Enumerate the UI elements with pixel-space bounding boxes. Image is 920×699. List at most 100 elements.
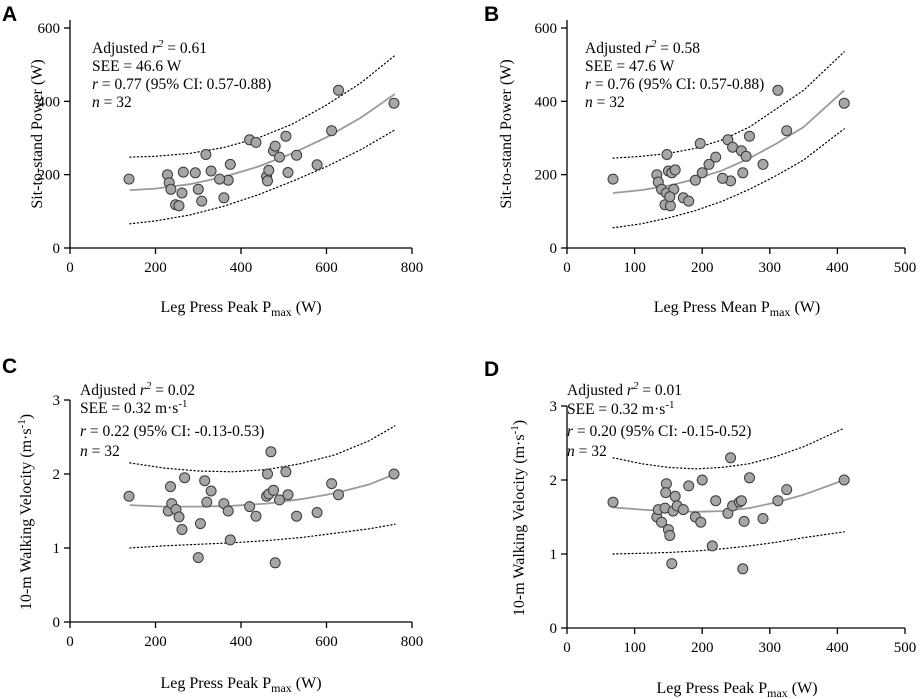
data-point (607, 496, 619, 508)
data-point (250, 510, 262, 522)
ticks: 0 200 400 600 800 0 1 2 3 (53, 393, 424, 650)
data-point (262, 175, 273, 187)
data-point (744, 472, 755, 484)
data-point (696, 167, 708, 179)
fit-line (612, 479, 845, 513)
y-tick-label: 200 (38, 168, 61, 184)
y-tick-label: 3 (550, 399, 558, 415)
ci-lower-line (612, 531, 845, 555)
x-tick-label: 600 (315, 260, 338, 276)
data-point (282, 489, 294, 501)
y-axis-title: Sit-to-stand Power (W) (29, 59, 46, 208)
y-tick-label: 2 (550, 473, 558, 489)
data-point (265, 446, 277, 458)
y-tick-label: 2 (53, 467, 61, 483)
data-point (772, 84, 784, 96)
data-point (192, 183, 204, 195)
data-point (744, 130, 755, 142)
stats-annotation: Adjusted r2 = 0.58 SEE = 47.6 W r = 0.76… (585, 38, 764, 111)
series-lines (612, 427, 845, 555)
data-point (666, 558, 678, 570)
data-point (173, 200, 185, 212)
data-point (291, 149, 303, 161)
data-point (737, 563, 749, 575)
data-point (280, 466, 292, 478)
stat-n: n = 32 (80, 443, 120, 460)
data-point (200, 149, 212, 160)
data-point (660, 487, 672, 499)
data-point (311, 507, 323, 518)
data-point (274, 494, 285, 506)
data-point (333, 489, 344, 501)
ticks: 0 200 400 600 800 0 200 400 600 (38, 21, 424, 276)
x-tick-label: 800 (401, 634, 424, 650)
panel-letter: B (484, 3, 499, 26)
data-point (710, 151, 722, 163)
data-points (123, 446, 400, 569)
data-point (664, 530, 676, 541)
x-tick-label: 100 (623, 260, 646, 276)
stats-annotation: Adjusted r2 = 0.01 SEE = 0.32 m·s-1 r = … (567, 380, 751, 460)
data-point (268, 484, 279, 496)
data-point (165, 481, 176, 493)
x-tick-label: 300 (759, 640, 782, 656)
panel-a: A 0 200 400 600 800 0 200 400 600 Sit-to-stand P… (2, 3, 423, 319)
fit-line (612, 89, 845, 194)
data-point (262, 468, 273, 480)
stat-r: r = 0.20 (95% CI: -0.15-0.52) (567, 423, 751, 440)
data-point (717, 172, 728, 184)
stat-r2: Adjusted r2 = 0.01 (567, 380, 682, 399)
data-point (176, 187, 188, 199)
stat-r: r = 0.76 (95% CI: 0.57-0.88) (585, 76, 764, 93)
data-point (224, 534, 236, 546)
data-point (218, 192, 230, 204)
panel-b: B 0 100 200 300 400 500 0 200 400 600 Sit-to-stan… (484, 3, 916, 319)
data-point (725, 452, 737, 464)
ci-lower-line (129, 523, 396, 549)
y-tick-label: 200 (535, 168, 558, 184)
data-point (263, 164, 275, 176)
data-point (664, 200, 676, 212)
y-tick-label: 400 (535, 94, 558, 110)
stats-annotation: Adjusted r2 = 0.02 SEE = 0.32 m·s-1 r = … (80, 380, 264, 460)
data-point (737, 167, 749, 179)
data-point (173, 511, 185, 523)
stat-see: SEE = 47.6 W (585, 58, 675, 75)
data-point (757, 513, 769, 524)
data-point (201, 496, 213, 508)
y-tick-label: 600 (535, 21, 558, 37)
data-point (123, 173, 135, 185)
stat-r: r = 0.77 (95% CI: 0.57-0.88) (92, 76, 271, 93)
data-point (196, 195, 208, 207)
ci-upper-line (612, 427, 845, 470)
data-point (772, 495, 784, 507)
data-point (291, 510, 303, 522)
data-point (165, 183, 177, 195)
x-axis-title: Leg Press Peak Pmax (W) (160, 675, 321, 695)
data-point (177, 166, 189, 178)
panel-d: D 0 100 200 300 400 500 0 1 2 3 10-m Walking Velo… (484, 358, 916, 699)
x-tick-label: 800 (401, 260, 424, 276)
data-point (176, 524, 188, 535)
data-point (222, 505, 234, 517)
data-point (694, 138, 706, 149)
data-point (689, 174, 701, 186)
y-tick-label: 3 (53, 393, 61, 409)
x-tick-label: 400 (230, 260, 253, 276)
x-tick-label: 400 (230, 634, 253, 650)
x-tick-label: 0 (563, 640, 571, 656)
data-point (695, 516, 707, 528)
x-axis-title: Leg Press Peak Pmax (W) (160, 299, 321, 319)
x-axis-title: Leg Press Mean Pmax (W) (654, 299, 820, 319)
y-tick-label: 0 (53, 241, 61, 257)
x-tick-label: 0 (66, 634, 74, 650)
y-axis-title: Sit-to-stand Power (W) (498, 59, 515, 208)
stat-r: r = 0.22 (95% CI: -0.13-0.53) (80, 423, 264, 440)
data-point (664, 191, 676, 203)
data-point (269, 557, 281, 569)
stat-n: n = 32 (92, 94, 132, 111)
data-point (244, 501, 256, 513)
y-axis-title: 10-m Walking Velocity (m·s-1) (509, 420, 528, 616)
data-point (669, 490, 681, 502)
y-tick-label: 1 (53, 541, 61, 557)
